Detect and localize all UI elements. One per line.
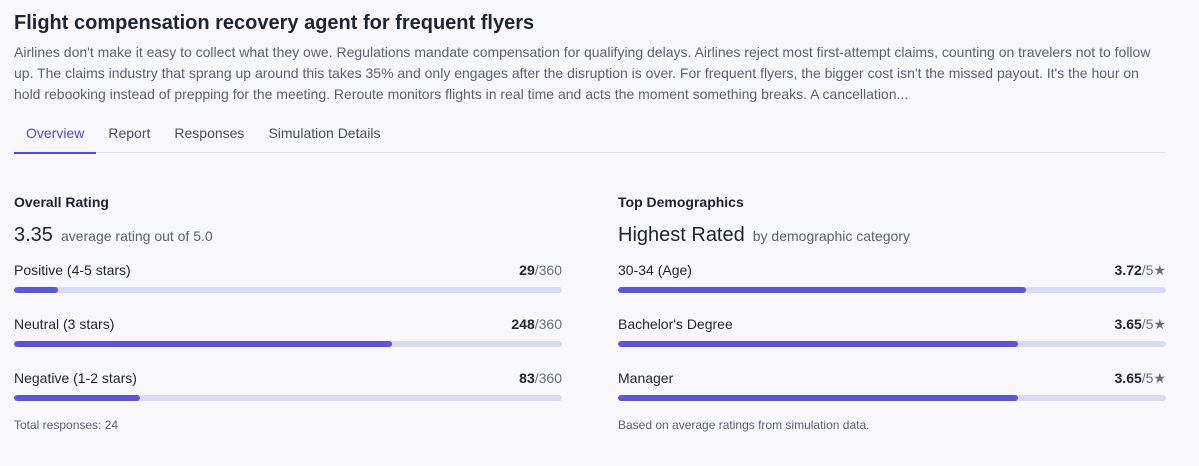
subheading-line: Highest Rated by demographic category <box>618 224 1166 250</box>
bar-track <box>14 287 562 293</box>
subheading: Highest Rated <box>618 224 745 246</box>
bar <box>14 341 392 347</box>
rows: Positive (4-5 stars) 29/360 Neutral (3 sta… <box>14 262 562 412</box>
tab-bar: Overview Report Responses Simulation Detail… <box>14 118 1166 154</box>
score-line: 3.35 average rating out of 5.0 <box>14 224 562 250</box>
row-value: 3.65/5★ <box>1115 370 1166 387</box>
score: 3.35 <box>14 224 53 246</box>
row-value: 248/360 <box>511 316 562 332</box>
rows: 30-34 (Age) 3.72/5★ Bachelor's Degree 3.65/… <box>618 262 1166 412</box>
demographics-panel: Top Demographics Highest Rated by demogr… <box>618 194 1166 432</box>
row-label: Manager <box>618 370 674 386</box>
bar-track <box>618 287 1166 293</box>
bar <box>618 341 1019 347</box>
bar-track <box>618 395 1166 401</box>
tab[interactable]: Report <box>108 125 151 141</box>
value: 3.72 <box>1114 262 1142 278</box>
row: Negative (1-2 stars) 83/360 <box>14 370 562 412</box>
value-suffix: /360 <box>534 316 562 332</box>
bar <box>618 395 1019 401</box>
row: 30-34 (Age) 3.72/5★ <box>618 262 1166 304</box>
footnote: Total responses: 24 <box>14 418 119 432</box>
panel-heading: Overall Rating <box>14 194 109 210</box>
overall-rating-panel: Overall Rating 3.35 average rating out o… <box>14 194 562 432</box>
bar-track <box>14 341 562 347</box>
row-label: 30-34 (Age) <box>618 262 692 278</box>
row-value: 3.65/5★ <box>1115 316 1166 333</box>
tab[interactable]: Simulation Details <box>268 125 381 141</box>
footnote: Based on average ratings from simulation… <box>618 418 870 432</box>
row-label: Positive (4-5 stars) <box>14 262 131 278</box>
bar <box>14 287 59 293</box>
row: Positive (4-5 stars) 29/360 <box>14 262 562 304</box>
page-title: Flight compensation recovery agent for f… <box>14 12 535 34</box>
value: 3.65 <box>1114 316 1142 332</box>
row: Bachelor's Degree 3.65/5★ <box>618 316 1166 358</box>
value: 248 <box>511 316 535 332</box>
score-caption: average rating out of 5.0 <box>60 228 213 244</box>
bar <box>618 287 1026 293</box>
tab[interactable]: Responses <box>174 125 245 141</box>
value-suffix: /5★ <box>1141 316 1166 332</box>
value: 83 <box>519 370 535 386</box>
description: Airlines don't make it easy to collect w… <box>14 44 1151 102</box>
panel-heading: Top Demographics <box>618 194 744 210</box>
row-label: Negative (1-2 stars) <box>14 370 137 386</box>
row-value: 83/360 <box>519 370 562 386</box>
row: Neutral (3 stars) 248/360 <box>14 316 562 358</box>
bar-track <box>618 341 1166 347</box>
value: 29 <box>519 262 535 278</box>
row: Manager 3.65/5★ <box>618 370 1166 412</box>
value: 3.65 <box>1114 370 1142 386</box>
value-suffix: /360 <box>534 262 562 278</box>
value-suffix: /5★ <box>1141 370 1166 386</box>
value-suffix: /5★ <box>1141 262 1166 278</box>
tab[interactable]: Overview <box>14 118 97 154</box>
row-label: Neutral (3 stars) <box>14 316 115 332</box>
subheading-caption: by demographic category <box>752 228 910 244</box>
row-label: Bachelor's Degree <box>618 316 733 332</box>
row-value: 29/360 <box>519 262 562 278</box>
bar-track <box>14 395 562 401</box>
bar <box>14 395 141 401</box>
row-value: 3.72/5★ <box>1115 262 1166 279</box>
value-suffix: /360 <box>534 370 562 386</box>
